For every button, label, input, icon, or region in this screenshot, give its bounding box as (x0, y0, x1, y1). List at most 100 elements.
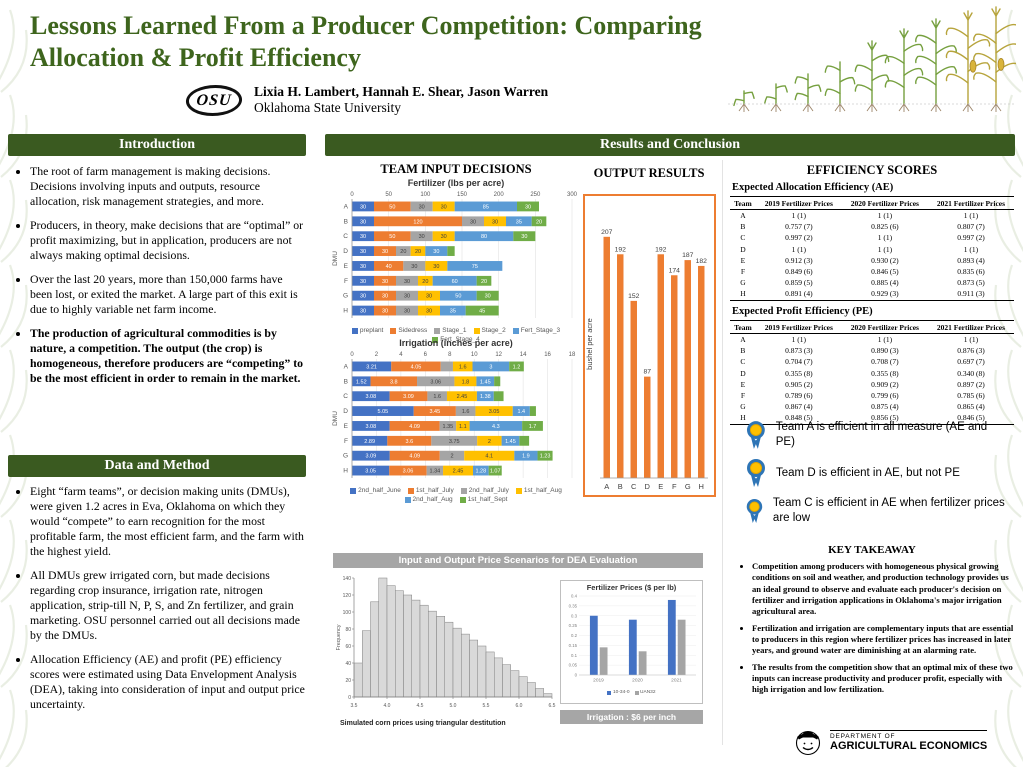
svg-text:4.0: 4.0 (384, 703, 391, 709)
svg-text:1.6: 1.6 (433, 394, 441, 400)
svg-text:1.8: 1.8 (462, 379, 470, 385)
svg-text:C: C (343, 393, 348, 400)
irrigation-chart-title: Irrigation (inches per acre) (399, 338, 513, 348)
svg-text:1.45: 1.45 (505, 439, 516, 445)
fertilizer-prices-chart-block: Fertilizer Prices ($ per lb) 0 0.05 0.1 0.1… (560, 580, 703, 704)
svg-text:4.5: 4.5 (417, 703, 424, 709)
svg-text:187: 187 (682, 252, 694, 259)
svg-text:0: 0 (348, 695, 351, 701)
svg-text:D: D (343, 408, 348, 415)
table-cell: H (730, 412, 756, 425)
agricultural-economics-label: AGRICULTURAL ECONOMICS (830, 740, 988, 752)
legend-item: Sidedress (390, 327, 427, 334)
svg-text:B: B (344, 218, 348, 225)
svg-text:60: 60 (345, 644, 351, 650)
svg-text:E: E (344, 423, 349, 430)
svg-text:3.5: 3.5 (351, 703, 358, 709)
svg-text:2.45: 2.45 (453, 469, 464, 475)
svg-text:20: 20 (481, 279, 487, 285)
svg-text:250: 250 (530, 192, 541, 198)
svg-text:4.05: 4.05 (411, 364, 422, 370)
legend-item: 2nd_half_Aug (404, 496, 453, 503)
table-cell: C (740, 233, 746, 243)
award-note-text: Team D is efficient in AE, but not PE (776, 466, 960, 479)
svg-text:45: 45 (479, 309, 485, 315)
svg-text:12: 12 (495, 352, 502, 358)
table-header-cell: 2021 Fertilizer Prices (927, 196, 1014, 210)
table-header-cell: Team (730, 196, 756, 210)
table-cell: G (740, 278, 746, 288)
legend-item: 1st_half_July (407, 487, 454, 494)
table-cell: 0.799 (6) (871, 391, 899, 401)
table-cell: 0.891 (4) (755, 288, 842, 301)
svg-text:0: 0 (575, 673, 578, 678)
svg-text:192: 192 (655, 246, 667, 253)
table-cell: 0.846 (5) (927, 412, 1014, 425)
svg-text:30: 30 (404, 279, 410, 285)
pe-table-heading: Expected Profit Efficiency (PE) (732, 306, 873, 317)
legend-item: Stage_1 (434, 327, 467, 334)
table-cell: A (740, 211, 746, 221)
legend-item: Fert_Stage_4 (432, 336, 480, 343)
efficiency-scores-title: EFFICIENCY SCORES (806, 163, 938, 177)
section-header-results: Results and Conclusion (325, 134, 1015, 156)
table-cell: 0.785 (6) (957, 391, 985, 401)
table-cell: 0.909 (2) (871, 379, 899, 389)
table-cell: 0.911 (3) (927, 288, 1014, 301)
svg-text:120: 120 (413, 219, 422, 225)
svg-text:30: 30 (360, 309, 366, 315)
svg-text:120: 120 (343, 593, 352, 599)
authors: Lixia H. Lambert, Hannah E. Shear, Jason… (254, 84, 549, 99)
svg-text:30: 30 (360, 219, 366, 225)
svg-text:A: A (604, 482, 609, 491)
legend-item: preplant (351, 327, 383, 334)
svg-text:35: 35 (516, 219, 522, 225)
poster-title: Lessons Learned From a Producer Competit… (30, 11, 702, 72)
award-ribbon-icon (746, 498, 763, 524)
table-cell: 0.704 (7) (785, 357, 813, 367)
svg-text:30: 30 (441, 234, 447, 240)
table-cell: 0.807 (7) (957, 222, 985, 232)
svg-text:300: 300 (567, 192, 578, 198)
table-cell: G (740, 402, 746, 412)
svg-text:C: C (343, 233, 348, 240)
svg-text:1.34: 1.34 (430, 469, 441, 475)
fertilizer-prices-title: Fertilizer Prices ($ per lb) (586, 583, 677, 592)
svg-text:207: 207 (601, 229, 613, 236)
bullet-item: Over the last 20 years, more than 150,00… (30, 272, 306, 317)
svg-text:bushel per acre: bushel per acre (585, 318, 594, 370)
table-cell: 1 (1) (877, 335, 893, 345)
svg-text:DMU: DMU (332, 411, 339, 426)
svg-text:H: H (699, 482, 704, 491)
svg-text:2: 2 (375, 352, 379, 358)
svg-text:2019: 2019 (593, 678, 604, 684)
table-row: A 1 (1) 1 (1) 1 (1) (730, 210, 1014, 222)
section-header-data-method: Data and Method (8, 455, 306, 477)
bullet-item: Producers, in theory, make decisions tha… (30, 218, 306, 263)
svg-text:60: 60 (452, 279, 458, 285)
svg-text:0: 0 (350, 352, 354, 358)
output-results-title: OUTPUT RESULTS (593, 166, 705, 180)
svg-text:2: 2 (450, 454, 453, 460)
svg-text:30: 30 (382, 249, 388, 255)
svg-text:30: 30 (419, 204, 425, 210)
price-scenarios-header: Input and Output Price Scenarios for DEA… (333, 553, 703, 568)
svg-text:1.9: 1.9 (522, 454, 530, 460)
fertilizer-stacked-bar-chart: 0 50 100 150 200 250 300 A 30 50 30 30 85 30 B 30 120 30 3… (332, 192, 578, 318)
table-cell: 0.890 (3) (871, 346, 899, 356)
team-input-decisions-title: TEAM INPUT DECISIONS (380, 162, 532, 176)
pistol-pete-logo-icon (795, 730, 821, 756)
irrigation-chart-block: Irrigation (inches per acre) 0 2 4 6 8 10 12 14… (330, 338, 582, 503)
svg-text:Frequency: Frequency (336, 624, 342, 650)
svg-text:0.15: 0.15 (569, 643, 578, 648)
svg-text:3.08: 3.08 (365, 424, 376, 430)
svg-text:50: 50 (455, 294, 461, 300)
svg-text:0.2: 0.2 (571, 633, 578, 638)
table-cell: 1 (1) (791, 244, 807, 254)
svg-text:3.05: 3.05 (365, 469, 376, 475)
byline: OSU Lixia H. Lambert, Hannah E. Shear, J… (184, 84, 549, 116)
results-title: Results and Conclusion (599, 137, 741, 152)
award-note-text: Team C is efficient in AE when fertilize… (772, 497, 1005, 524)
svg-text:30: 30 (411, 264, 417, 270)
